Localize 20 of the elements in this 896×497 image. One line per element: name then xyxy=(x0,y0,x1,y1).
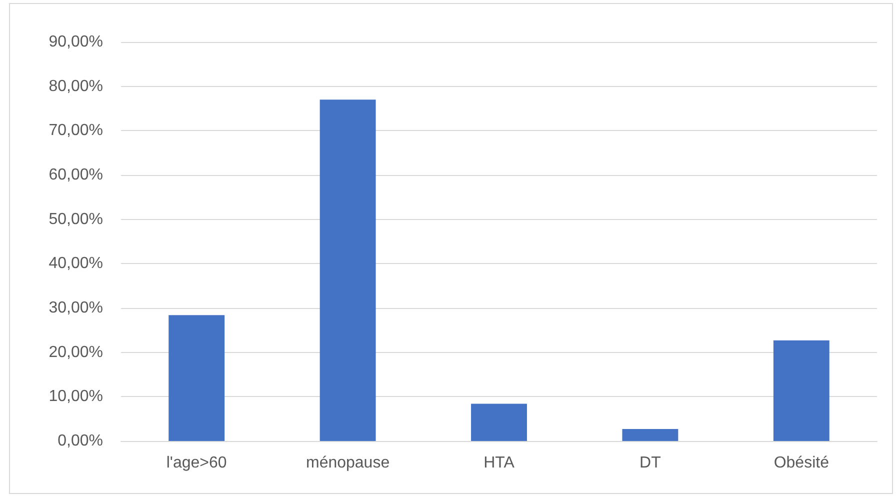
x-tick-label: HTA xyxy=(484,454,515,472)
bar xyxy=(320,100,376,441)
x-tick-label: Obésité xyxy=(774,454,830,472)
y-tick-label: 70,00% xyxy=(48,122,103,140)
y-tick-label: 30,00% xyxy=(48,300,103,316)
x-tick-label: l'age>60 xyxy=(166,454,227,472)
y-tick-label: 80,00% xyxy=(48,78,103,95)
y-tick-label: 50,00% xyxy=(48,210,103,228)
x-tick-label: ménopause xyxy=(306,454,390,472)
y-tick-label: 90,00% xyxy=(48,34,103,50)
y-tick-label: 10,00% xyxy=(48,388,103,406)
bar xyxy=(773,340,830,441)
bar xyxy=(168,315,225,441)
x-tick-label: DT xyxy=(640,454,662,472)
y-tick-label: 40,00% xyxy=(48,255,103,272)
bar xyxy=(622,429,678,441)
bar xyxy=(471,404,527,441)
y-tick-label: 20,00% xyxy=(48,344,103,361)
y-tick-label: 0,00% xyxy=(58,432,103,450)
y-tick-label: 60,00% xyxy=(48,166,103,184)
